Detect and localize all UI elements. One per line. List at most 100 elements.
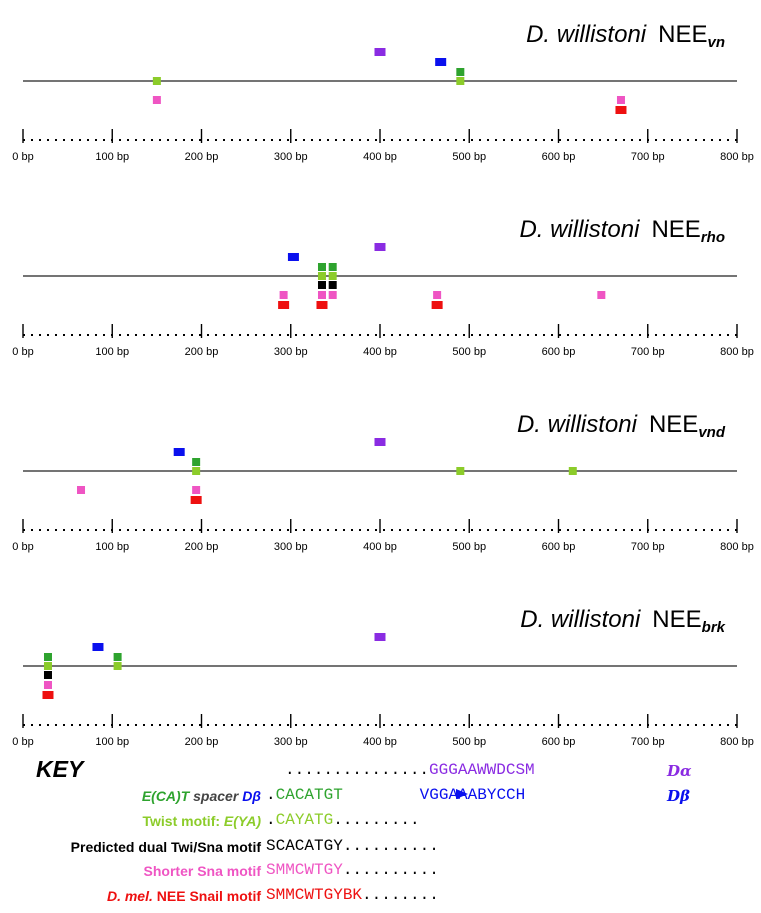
key-row: E(CA)T spacer Dβ .CACATGT VGGAAABYCCH Dβ xyxy=(0,786,761,808)
ruler-tick-label: 100 bp xyxy=(95,541,129,553)
key-row-sequence: ...............GGGAAWWDCSM xyxy=(285,761,535,779)
ruler-tick-label: 700 bp xyxy=(631,346,665,358)
motif-marker-pink xyxy=(192,486,201,494)
motif-marker-dark_green xyxy=(43,653,52,661)
ruler-tick-label: 200 bp xyxy=(185,346,219,358)
motif-marker-dark_green xyxy=(317,263,326,271)
motif-marker-pink xyxy=(279,291,288,299)
motif-marker-light_green xyxy=(456,77,465,85)
ruler-tick-label: 700 bp xyxy=(631,541,665,553)
motif-marker-light_green xyxy=(113,662,122,670)
key-row-label: Predicted dual Twi/Sna motif xyxy=(70,839,261,855)
motif-marker-purple xyxy=(374,438,386,446)
ruler-tick-label: 700 bp xyxy=(631,736,665,748)
motif-marker-black xyxy=(43,671,52,679)
motif-marker-black xyxy=(328,281,337,289)
ruler-tick-label: 800 bp xyxy=(720,346,754,358)
motif-marker-red xyxy=(42,691,54,699)
key-row-side-label: Dβ xyxy=(667,787,690,805)
ruler-tick-label: 600 bp xyxy=(542,736,576,748)
ruler-tick-label: 600 bp xyxy=(542,346,576,358)
key-row-label: D. mel. NEE Snail motif xyxy=(106,888,261,904)
motif-marker-light_green xyxy=(43,662,52,670)
motif-marker-light_green xyxy=(152,77,161,85)
motif-marker-pink xyxy=(77,486,86,494)
ruler-tick-label: 300 bp xyxy=(274,151,308,163)
ruler-tick-label: 100 bp xyxy=(95,151,129,163)
ruler-tick-label: 400 bp xyxy=(363,151,397,163)
key-row-label: Twist motif: E(YA) xyxy=(142,813,261,829)
motif-marker-black xyxy=(317,281,326,289)
ruler-tick-label: 400 bp xyxy=(363,541,397,553)
ruler-tick-label: 600 bp xyxy=(542,541,576,553)
ruler-tick-label: 100 bp xyxy=(95,736,129,748)
ruler-tick-label: 200 bp xyxy=(185,736,219,748)
motif-marker-pink xyxy=(43,681,52,689)
motif-marker-red xyxy=(431,301,443,309)
motif-marker-blue xyxy=(435,58,447,66)
ruler-tick-label: 500 bp xyxy=(452,541,486,553)
motif-marker-red xyxy=(190,496,202,504)
ruler-tick-label: 700 bp xyxy=(631,151,665,163)
ruler-tick-label: 300 bp xyxy=(274,346,308,358)
motif-marker-pink xyxy=(317,291,326,299)
key-row-label: E(CA)T spacer Dβ xyxy=(141,788,261,804)
key-row-label: Shorter Sna motif xyxy=(143,863,261,879)
key-row-sequence: SMMCWTGYBK........ xyxy=(266,886,439,904)
motif-marker-dark_green xyxy=(192,458,201,466)
motif-marker-pink xyxy=(616,96,625,104)
ruler-tick-label: 200 bp xyxy=(185,151,219,163)
motif-marker-purple xyxy=(374,243,386,251)
motif-marker-blue xyxy=(173,448,185,456)
motif-marker-pink xyxy=(597,291,606,299)
motif-marker-purple xyxy=(374,48,386,56)
ruler-tick-label: 0 bp xyxy=(12,151,33,163)
spacer-arrow xyxy=(352,789,468,799)
motif-marker-pink xyxy=(328,291,337,299)
ruler-tick-label: 400 bp xyxy=(363,346,397,358)
motif-marker-light_green xyxy=(317,272,326,280)
motif-marker-blue xyxy=(92,643,104,651)
spacer-target-sequence: VGGAAABYCCH xyxy=(419,786,526,804)
ruler-tick-label: 400 bp xyxy=(363,736,397,748)
ruler-tick-label: 500 bp xyxy=(452,346,486,358)
ruler-tick-label: 200 bp xyxy=(185,541,219,553)
motif-marker-pink xyxy=(433,291,442,299)
ruler-tick-label: 800 bp xyxy=(720,736,754,748)
motif-marker-red xyxy=(615,106,627,114)
key-row-sequence: SMMCWTGY.......... xyxy=(266,861,439,879)
motif-marker-light_green xyxy=(456,467,465,475)
motif-marker-pink xyxy=(152,96,161,104)
ruler-tick-label: 500 bp xyxy=(452,736,486,748)
motif-marker-red xyxy=(278,301,290,309)
ruler-tick-label: 300 bp xyxy=(274,736,308,748)
ruler-tick-label: 0 bp xyxy=(12,736,33,748)
ruler-tick-label: 300 bp xyxy=(274,541,308,553)
panel-title: D. willistoni NEErho xyxy=(519,216,725,246)
panel-title: D. willistoni NEEvnd xyxy=(517,411,726,441)
ruler-tick-label: 600 bp xyxy=(542,151,576,163)
motif-marker-light_green xyxy=(192,467,201,475)
ruler-tick-label: 0 bp xyxy=(12,541,33,553)
key-row: Predicted dual Twi/Sna motif SCACATGY....… xyxy=(0,837,761,859)
key-row: Twist motif: E(YA) .CAYATG......... xyxy=(0,811,761,833)
key-heading: KEY xyxy=(36,756,84,782)
key-row: ...............GGGAAWWDCSM Dα xyxy=(0,761,761,783)
key-row-side-label: Dα xyxy=(667,762,692,780)
key-row-sequence: .CAYATG......... xyxy=(266,811,420,829)
motif-marker-blue xyxy=(287,253,299,261)
ruler-tick-label: 0 bp xyxy=(12,346,33,358)
ruler-tick-label: 800 bp xyxy=(720,541,754,553)
panel-title: D. willistoni NEEvn xyxy=(526,21,725,51)
motif-marker-dark_green xyxy=(113,653,122,661)
key-row: Shorter Sna motif SMMCWTGY.......... xyxy=(0,861,761,883)
ruler-tick-label: 800 bp xyxy=(720,151,754,163)
key-row-sequence: SCACATGY.......... xyxy=(266,837,439,855)
motif-marker-red xyxy=(316,301,328,309)
ruler-tick-label: 100 bp xyxy=(95,346,129,358)
motif-marker-purple xyxy=(374,633,386,641)
key-row: D. mel. NEE Snail motif SMMCWTGYBK.......… xyxy=(0,886,761,908)
key-row-sequence: .CACATGT VGGAAABYCCH xyxy=(266,786,526,804)
ruler-tick-label: 500 bp xyxy=(452,151,486,163)
